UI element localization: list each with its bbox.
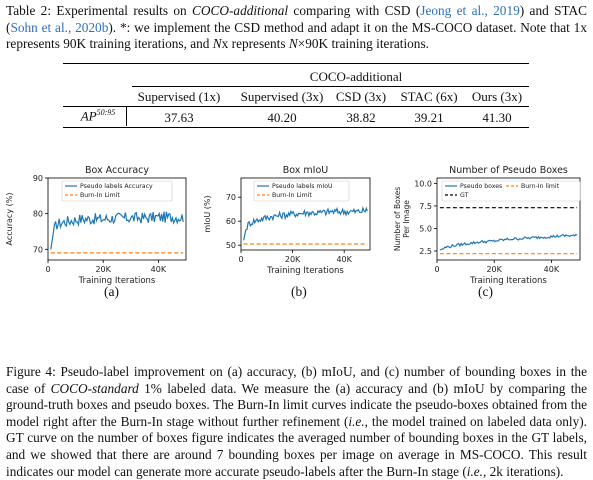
- y-tick-label: 70: [226, 193, 236, 202]
- x-axis-label: Training Iterations: [469, 276, 547, 286]
- y-tick-label: 7.5: [419, 202, 432, 211]
- plot-frame: [47, 177, 187, 261]
- x-axis-label: Training Iterations: [266, 266, 344, 276]
- box-accuracy-chart: Box Accuracy 0 20K 40K 70 80 90 Training Iterat…: [0, 160, 196, 286]
- caption-math: N: [288, 36, 298, 52]
- citation-link[interactable]: Jeong et al., 2019: [420, 3, 520, 18]
- row-label: AP50:95: [80, 108, 116, 124]
- subfigure-label: (b): [291, 284, 307, 299]
- x-tick-label: 20K: [95, 265, 111, 274]
- group-header: COCO-additional: [309, 69, 403, 84]
- legend-box: [441, 180, 581, 202]
- chart-legend: Pseudo labels Accuracy Burn-In Limit: [61, 180, 173, 202]
- y-axis-label: Accuracy (%): [5, 193, 14, 246]
- series-line: [50, 211, 184, 250]
- table-top-rule: [63, 63, 529, 64]
- y-tick-label: 80: [33, 210, 43, 219]
- citation-link[interactable]: Sohn et al., 2020b: [10, 19, 109, 35]
- legend-label: Burn-In Limit: [272, 192, 312, 199]
- chart-legend: Pseudo boxes Burn-In limit GT: [441, 180, 581, 202]
- chart-svg: Number of Pseudo Boxes 0 20K 40K 2.5 5.0 7.5 10…: [393, 165, 581, 286]
- series-line: [243, 205, 368, 241]
- table-value: 37.63: [164, 110, 194, 125]
- legend-label: GT: [460, 192, 469, 199]
- caption-text: ). *: we implement the CSD method and ad…: [6, 19, 587, 52]
- y-tick-label: 2.5: [419, 247, 432, 256]
- legend-label: Burn-In limit: [521, 183, 560, 190]
- plot-frame: [240, 177, 371, 251]
- caption-text: , 2k iterations).: [483, 463, 564, 479]
- chart-title: Box mIoU: [283, 165, 329, 176]
- y-tick-label: 90: [33, 174, 43, 183]
- chart-svg: Box Accuracy 0 20K 40K 70 80 90 Training Iterat…: [5, 165, 187, 286]
- subfigure-label: (a): [104, 284, 119, 299]
- caption-dataset: COCO-standard: [50, 380, 139, 396]
- table-value: 39.21: [414, 110, 444, 125]
- x-tick-label: 20K: [486, 265, 502, 274]
- x-tick-label: 40K: [151, 265, 167, 274]
- column-header: STAC (6x): [400, 89, 458, 104]
- caption-abbrev: i.e.: [466, 463, 483, 479]
- y-tick-label: 60: [226, 217, 236, 226]
- column-header: Ours (3x): [471, 89, 523, 104]
- x-axis-label: Training Iterations: [78, 276, 156, 286]
- series-line: [439, 233, 578, 251]
- legend-label: Pseudo boxes: [460, 183, 502, 190]
- column-header: Supervised (3x): [240, 89, 324, 104]
- legend-label: Burn-In Limit: [80, 192, 120, 199]
- y-axis-label: mIoU (%): [203, 195, 212, 232]
- legend-label: Pseudo labels mIoU: [272, 183, 333, 190]
- caption-dataset: COCO-additional: [192, 3, 289, 18]
- x-tick-label: 0: [434, 265, 439, 274]
- subfigure-label: (c): [478, 284, 493, 299]
- x-tick-label: 40K: [544, 265, 560, 274]
- table-value: 38.82: [346, 110, 376, 125]
- caption-text: x represents: [221, 36, 289, 52]
- table-value: 40.20: [267, 110, 297, 125]
- chart-svg: Box mIoU 0 20K 40K 50 60 70 Training Iterations…: [203, 165, 371, 276]
- chart-legend: Pseudo labels mIoU Burn-In Limit: [253, 180, 350, 202]
- caption-text: comparing with CSD (: [288, 3, 421, 18]
- plot-frame: [436, 177, 581, 261]
- x-tick-label: 20K: [285, 255, 301, 264]
- y-tick-label: 5.0: [419, 224, 432, 233]
- box-miou-chart: Box mIoU 0 20K 40K 50 60 70 Training Iterations…: [198, 160, 388, 278]
- y-axis-label: Per Image: [402, 200, 411, 238]
- y-tick-label: 70: [33, 245, 43, 254]
- figure-caption: Figure 4: Pseudo-label improvement on (a…: [6, 364, 587, 480]
- caption-text: Table 2: Experimental results on: [6, 3, 193, 18]
- legend-box: [253, 180, 350, 202]
- caption-text: ×90K training iterations.: [297, 36, 429, 52]
- x-tick-label: 0: [238, 255, 243, 264]
- y-axis-label: Number of Boxes: [393, 187, 402, 251]
- group-rule: [132, 86, 529, 87]
- caption-text: 1% labeled data. We measure the (a) accu…: [6, 380, 587, 429]
- column-header: CSD (3x): [335, 89, 387, 104]
- caption-text: ) and STAC (: [6, 3, 588, 35]
- pseudo-boxes-chart: Number of Pseudo Boxes 0 20K 40K 2.5 5.0 7.5 10…: [392, 160, 588, 286]
- y-tick-label: 50: [226, 241, 236, 250]
- table-caption: Table 2: Experimental results on COCO-ad…: [6, 3, 587, 53]
- chart-title: Box Accuracy: [85, 165, 149, 176]
- table-value: 41.30: [482, 110, 512, 125]
- caption-text: Figure 4: Pseudo-label improvement on (a…: [6, 364, 587, 396]
- caption-abbrev: i.e.: [348, 413, 365, 429]
- legend-label: Pseudo labels Accuracy: [80, 183, 153, 190]
- chart-title: Number of Pseudo Boxes: [449, 165, 568, 176]
- x-tick-label: 0: [45, 265, 50, 274]
- y-tick-label: 10.0: [414, 179, 432, 188]
- legend-box: [61, 180, 173, 202]
- header-rule: [63, 106, 529, 107]
- column-header: Supervised (1x): [137, 89, 221, 104]
- table-bottom-rule: [63, 127, 529, 128]
- x-tick-label: 40K: [336, 255, 352, 264]
- caption-math: N: [212, 36, 222, 52]
- row-separator: [126, 106, 127, 126]
